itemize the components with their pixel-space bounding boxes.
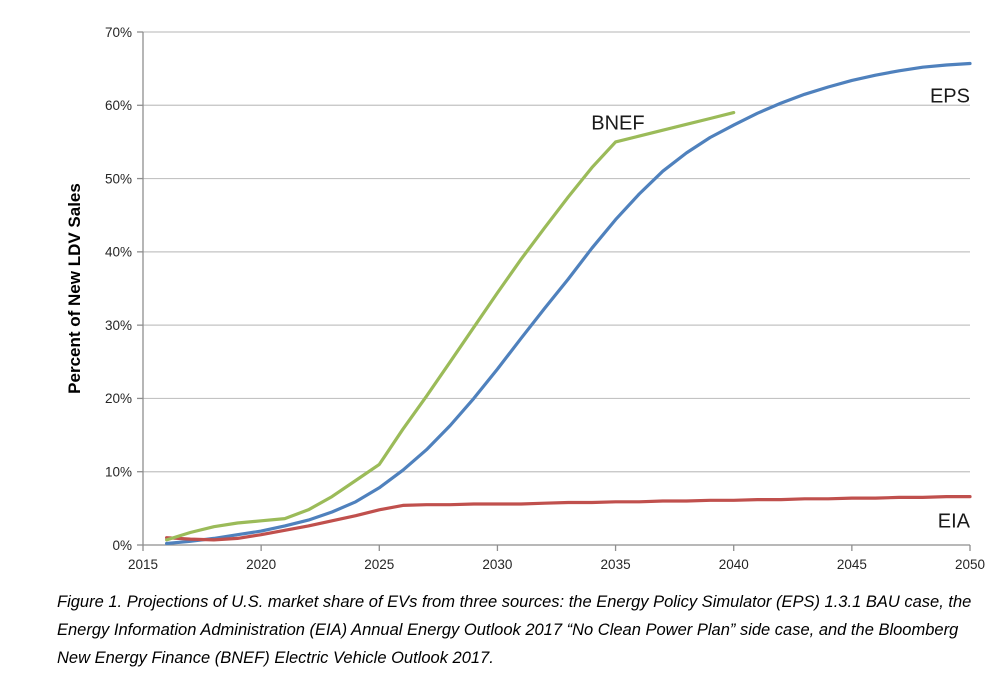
ev-market-share-line-chart: 0% 10% 20% 30% 40% 50% 60% 70% 2015 2020 2025 2030 2…	[65, 25, 985, 572]
x-tick-label: 2050	[955, 557, 985, 572]
x-tick-label: 2030	[482, 557, 512, 572]
figure-caption: Figure 1. Projections of U.S. market sha…	[57, 593, 972, 667]
series-line-eia	[165, 495, 972, 542]
y-axis-title: Percent of New LDV Sales	[65, 183, 84, 394]
y-tick-label: 0%	[112, 538, 132, 553]
series-line-eps	[165, 61, 972, 546]
x-tick-label: 2045	[837, 557, 867, 572]
series-label-eps: EPS	[930, 85, 970, 107]
x-tick-label: 2040	[719, 557, 749, 572]
x-tick-label: 2020	[246, 557, 276, 572]
y-tick-label: 50%	[105, 171, 132, 186]
series-label-eia: EIA	[938, 510, 971, 532]
x-tick-label: 2035	[601, 557, 631, 572]
x-tick-label: 2025	[364, 557, 394, 572]
y-tick-label: 30%	[105, 318, 132, 333]
series-line-bnef	[165, 110, 736, 542]
y-tick-label: 70%	[105, 25, 132, 40]
y-tick-label: 10%	[105, 465, 132, 480]
series-label-bnef: BNEF	[591, 112, 644, 134]
x-tick-label: 2015	[128, 557, 158, 572]
y-tick-label: 60%	[105, 98, 132, 113]
y-tick-label: 40%	[105, 245, 132, 260]
y-tick-label: 20%	[105, 391, 132, 406]
